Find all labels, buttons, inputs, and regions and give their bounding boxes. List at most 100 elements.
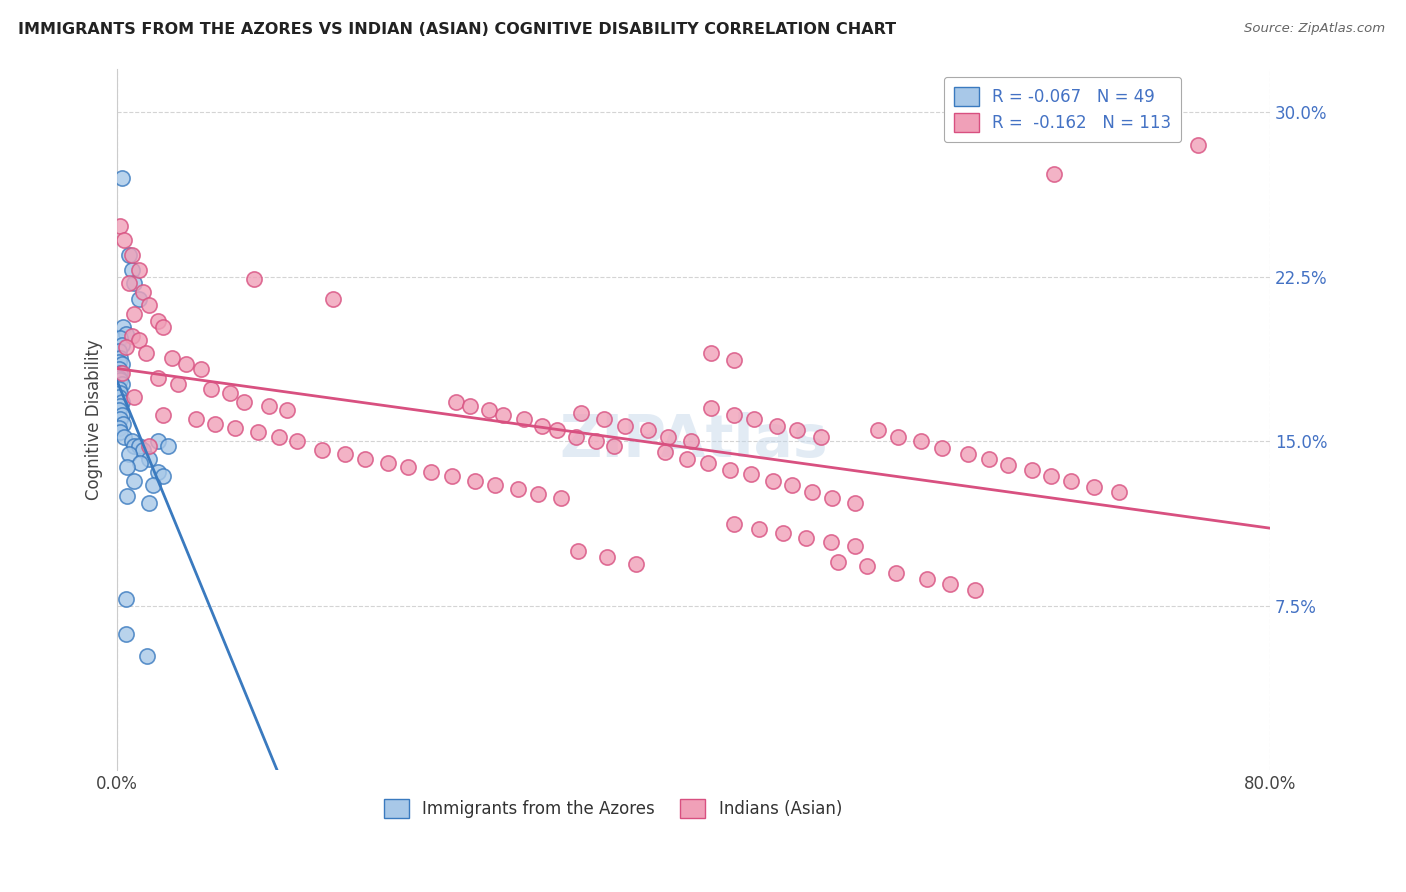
Point [887, 430, 910, 444]
Point [108, 425, 131, 440]
Point [794, 531, 817, 545]
Point [564, 430, 586, 444]
Point [112, 430, 135, 444]
Point [910, 434, 932, 449]
Point [118, 248, 141, 262]
Point [354, 451, 377, 466]
Point [420, 465, 443, 479]
Point [322, 292, 344, 306]
Point [138, 495, 160, 509]
Text: Source: ZipAtlas.com: Source: ZipAtlas.com [1244, 22, 1385, 36]
Point [152, 320, 174, 334]
Point [464, 474, 486, 488]
Point [204, 417, 226, 431]
Point [723, 517, 745, 532]
Point [723, 408, 745, 422]
Point [107, 370, 129, 384]
Point [224, 421, 246, 435]
Text: ZIPAtlas: ZIPAtlas [560, 412, 828, 469]
Point [146, 313, 169, 327]
Point [156, 439, 179, 453]
Point [118, 447, 141, 461]
Point [276, 403, 298, 417]
Point [868, 423, 890, 437]
Point [1043, 167, 1066, 181]
Point [527, 487, 550, 501]
Point [624, 557, 647, 571]
Point [997, 458, 1019, 473]
Point [186, 412, 208, 426]
Point [114, 340, 136, 354]
Point [593, 412, 616, 426]
Point [613, 418, 636, 433]
Point [142, 478, 165, 492]
Point [107, 355, 129, 369]
Point [110, 358, 132, 372]
Point [108, 373, 131, 387]
Point [118, 277, 141, 291]
Point [844, 495, 866, 509]
Point [855, 559, 877, 574]
Point [218, 386, 240, 401]
Point [132, 442, 155, 457]
Point [654, 445, 676, 459]
Legend: Immigrants from the Azores, Indians (Asian): Immigrants from the Azores, Indians (Asi… [377, 792, 849, 825]
Point [114, 326, 136, 341]
Point [396, 460, 419, 475]
Point [110, 377, 132, 392]
Point [128, 439, 150, 453]
Point [550, 491, 572, 505]
Point [124, 439, 146, 453]
Point [1060, 474, 1083, 488]
Point [111, 320, 134, 334]
Point [107, 403, 129, 417]
Point [108, 331, 131, 345]
Point [821, 491, 844, 505]
Point [111, 417, 134, 431]
Point [152, 408, 174, 422]
Point [718, 463, 741, 477]
Point [723, 353, 745, 368]
Point [107, 382, 129, 396]
Point [190, 361, 212, 376]
Point [247, 425, 270, 440]
Point [129, 456, 152, 470]
Point [108, 399, 131, 413]
Point [762, 474, 785, 488]
Point [135, 346, 157, 360]
Point [810, 430, 832, 444]
Point [107, 390, 129, 404]
Point [124, 390, 146, 404]
Point [844, 540, 866, 554]
Point [108, 219, 131, 234]
Point [460, 399, 482, 413]
Point [200, 382, 222, 396]
Point [128, 263, 150, 277]
Point [484, 478, 506, 492]
Point [786, 423, 808, 437]
Point [112, 233, 135, 247]
Point [110, 337, 132, 351]
Point [257, 399, 280, 413]
Point [546, 423, 568, 437]
Point [440, 469, 463, 483]
Point [1108, 484, 1130, 499]
Point [939, 576, 962, 591]
Point [107, 361, 129, 376]
Point [637, 423, 659, 437]
Point [506, 483, 529, 497]
Point [166, 377, 188, 392]
Point [567, 543, 589, 558]
Point [176, 358, 198, 372]
Point [748, 522, 770, 536]
Text: IMMIGRANTS FROM THE AZORES VS INDIAN (ASIAN) COGNITIVE DISABILITY CORRELATION CH: IMMIGRANTS FROM THE AZORES VS INDIAN (AS… [18, 22, 897, 37]
Point [675, 451, 697, 466]
Point [772, 526, 794, 541]
Point [512, 412, 534, 426]
Point [596, 550, 619, 565]
Point [110, 408, 132, 422]
Point [700, 346, 723, 360]
Point [884, 566, 907, 580]
Point [108, 366, 131, 380]
Point [114, 627, 136, 641]
